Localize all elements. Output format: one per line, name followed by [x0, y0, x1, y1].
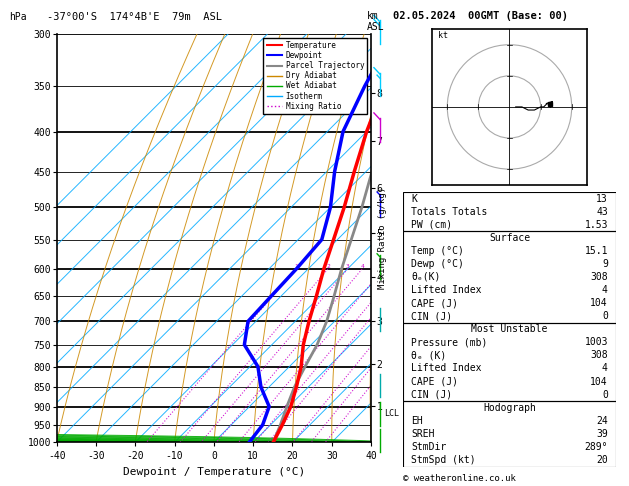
Text: SREH: SREH	[411, 429, 435, 439]
Text: 13: 13	[596, 193, 608, 204]
Text: Lifted Index: Lifted Index	[411, 285, 482, 295]
Text: 39: 39	[596, 429, 608, 439]
Text: θₑ(K): θₑ(K)	[411, 272, 440, 282]
Bar	[403, 323, 616, 401]
Text: EH: EH	[411, 416, 423, 426]
Text: -37°00'S  174°4B'E  79m  ASL: -37°00'S 174°4B'E 79m ASL	[47, 12, 222, 22]
Text: hPa: hPa	[9, 12, 27, 22]
Text: CIN (J): CIN (J)	[411, 390, 452, 399]
Text: 15.1: 15.1	[584, 246, 608, 256]
Text: 4: 4	[602, 364, 608, 374]
Text: 4: 4	[360, 264, 364, 269]
Text: CIN (J): CIN (J)	[411, 311, 452, 321]
Text: Dewp (°C): Dewp (°C)	[411, 259, 464, 269]
Text: kt: kt	[438, 32, 448, 40]
Text: Temp (°C): Temp (°C)	[411, 246, 464, 256]
Text: Lifted Index: Lifted Index	[411, 364, 482, 374]
Text: Surface: Surface	[489, 233, 530, 243]
Text: 104: 104	[590, 298, 608, 308]
Text: LCL: LCL	[384, 410, 399, 418]
Text: θₑ (K): θₑ (K)	[411, 350, 447, 361]
Text: 308: 308	[590, 272, 608, 282]
Text: 1003: 1003	[584, 337, 608, 347]
Text: CAPE (J): CAPE (J)	[411, 298, 458, 308]
Text: 43: 43	[596, 207, 608, 217]
Text: 24: 24	[596, 416, 608, 426]
Text: 9: 9	[602, 259, 608, 269]
Bar	[403, 401, 616, 467]
Text: Totals Totals: Totals Totals	[411, 207, 487, 217]
Text: km: km	[367, 11, 379, 21]
Text: 1.53: 1.53	[584, 220, 608, 230]
Text: PW (cm): PW (cm)	[411, 220, 452, 230]
Legend: Temperature, Dewpoint, Parcel Trajectory, Dry Adiabat, Wet Adiabat, Isotherm, Mi: Temperature, Dewpoint, Parcel Trajectory…	[264, 38, 367, 114]
Text: © weatheronline.co.uk: © weatheronline.co.uk	[403, 474, 515, 483]
Bar	[403, 192, 616, 231]
Text: 1: 1	[294, 264, 298, 269]
Text: 308: 308	[590, 350, 608, 361]
Text: 2: 2	[326, 264, 330, 269]
Text: 3: 3	[346, 264, 350, 269]
Text: 289°: 289°	[584, 442, 608, 452]
X-axis label: Dewpoint / Temperature (°C): Dewpoint / Temperature (°C)	[123, 467, 305, 477]
Text: 4: 4	[602, 285, 608, 295]
Text: K: K	[411, 193, 417, 204]
Text: 0: 0	[602, 311, 608, 321]
Text: 02.05.2024  00GMT (Base: 00): 02.05.2024 00GMT (Base: 00)	[393, 11, 568, 21]
Text: StmSpd (kt): StmSpd (kt)	[411, 455, 476, 465]
Text: CAPE (J): CAPE (J)	[411, 377, 458, 386]
Text: Mixing Ratio (g/kg): Mixing Ratio (g/kg)	[377, 187, 387, 289]
Text: StmDir: StmDir	[411, 442, 447, 452]
Text: Pressure (mb): Pressure (mb)	[411, 337, 487, 347]
Bar	[403, 231, 616, 323]
Text: ASL: ASL	[367, 22, 384, 32]
Text: 20: 20	[596, 455, 608, 465]
Text: 104: 104	[590, 377, 608, 386]
Text: Hodograph: Hodograph	[483, 403, 536, 413]
Text: 0: 0	[602, 390, 608, 399]
Text: Most Unstable: Most Unstable	[471, 324, 548, 334]
